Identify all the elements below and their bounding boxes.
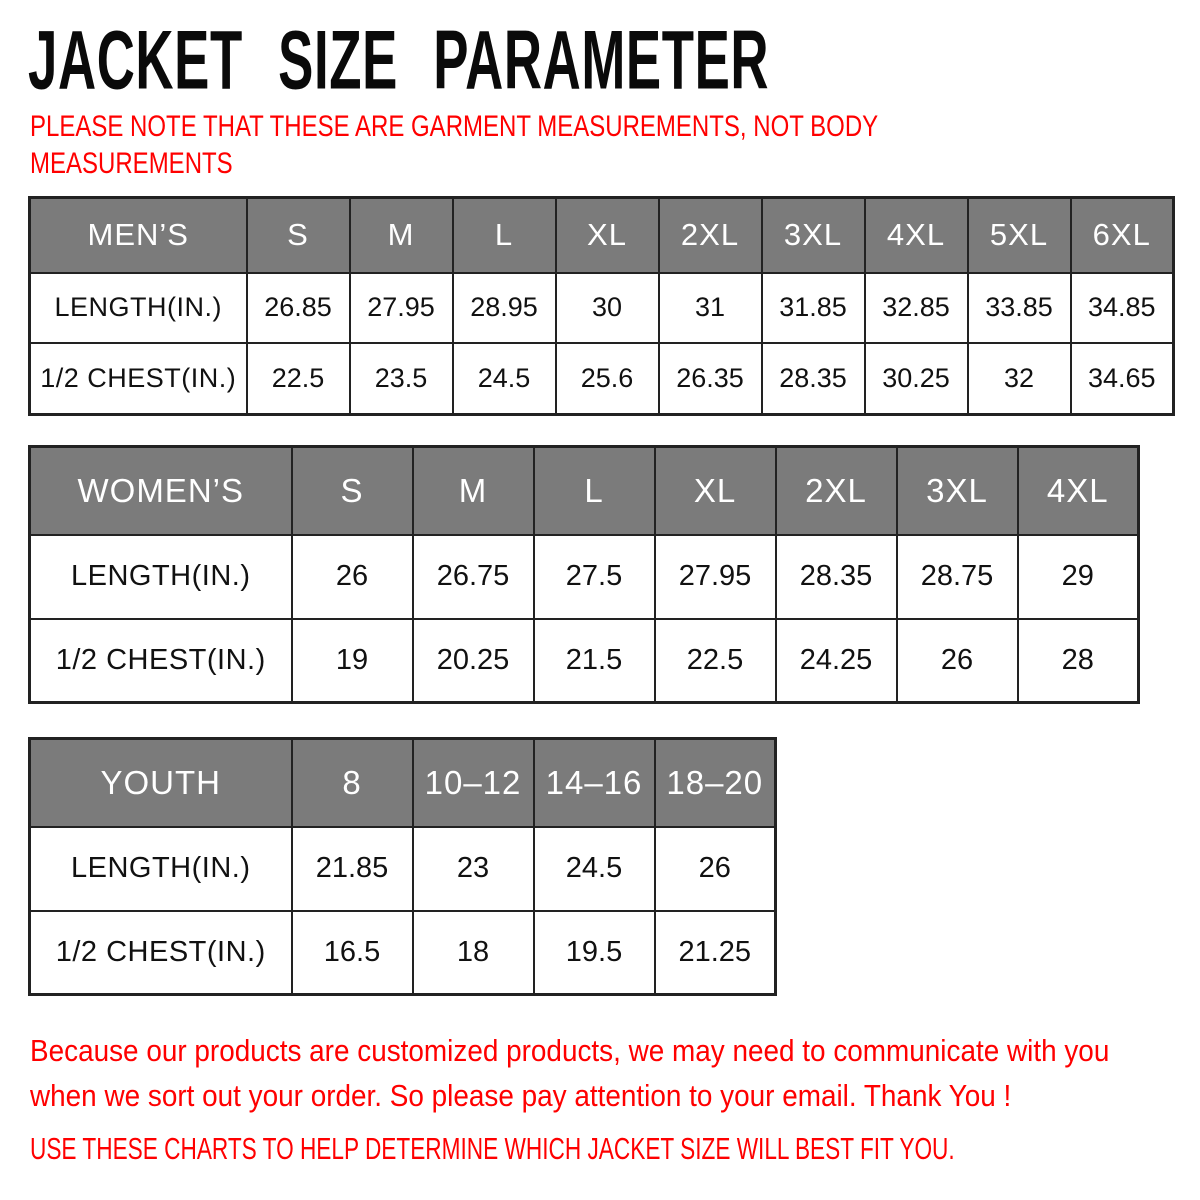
mens-half-chest-row: 1/2 CHEST(IN.) 22.5 23.5 24.5 25.6 26.35… <box>28 341 1175 416</box>
mens-chest-value: 30.25 <box>863 341 969 416</box>
mens-size-header: M <box>348 196 454 274</box>
mens-length-value: 30 <box>554 271 660 344</box>
mens-length-value: 26.85 <box>245 271 351 344</box>
mens-chest-value: 24.5 <box>451 341 557 416</box>
womens-length-value: 28.75 <box>895 533 1019 620</box>
womens-chest-value: 22.5 <box>653 617 777 704</box>
youth-length-value: 26 <box>653 825 777 912</box>
half-chest-row-label: 1/2 CHEST(IN.) <box>28 909 293 996</box>
mens-length-row: LENGTH(IN.) 26.85 27.95 28.95 30 31 31.8… <box>28 271 1175 344</box>
mens-chest-value: 32 <box>966 341 1072 416</box>
womens-size-header: S <box>290 445 414 536</box>
womens-header-row: WOMEN’S S M L XL 2XL 3XL 4XL <box>28 445 1140 536</box>
womens-size-header: XL <box>653 445 777 536</box>
mens-size-header: 3XL <box>760 196 866 274</box>
customization-notice: Because our products are customized prod… <box>30 1028 1109 1118</box>
womens-size-header: M <box>411 445 535 536</box>
mens-length-value: 31.85 <box>760 271 866 344</box>
womens-chest-value: 19 <box>290 617 414 704</box>
mens-size-header: XL <box>554 196 660 274</box>
mens-chest-value: 34.65 <box>1069 341 1175 416</box>
womens-size-header: 3XL <box>895 445 1019 536</box>
mens-chest-value: 28.35 <box>760 341 866 416</box>
mens-length-value: 32.85 <box>863 271 969 344</box>
youth-size-header: 14–16 <box>532 737 656 828</box>
womens-chest-value: 20.25 <box>411 617 535 704</box>
mens-size-header: 6XL <box>1069 196 1175 274</box>
mens-size-header: S <box>245 196 351 274</box>
mens-size-header: L <box>451 196 557 274</box>
womens-length-value: 29 <box>1016 533 1140 620</box>
mens-chest-value: 22.5 <box>245 341 351 416</box>
youth-chest-value: 21.25 <box>653 909 777 996</box>
chart-usage-instruction: USE THESE CHARTS TO HELP DETERMINE WHICH… <box>30 1131 955 1166</box>
womens-length-value: 26.75 <box>411 533 535 620</box>
mens-size-header: 4XL <box>863 196 969 274</box>
page-title: JACKET SIZE PARAMETER <box>28 12 770 107</box>
youth-chest-value: 18 <box>411 909 535 996</box>
youth-half-chest-row: 1/2 CHEST(IN.) 16.5 18 19.5 21.25 <box>28 909 777 996</box>
youth-length-value: 24.5 <box>532 825 656 912</box>
half-chest-row-label: 1/2 CHEST(IN.) <box>28 341 248 416</box>
note-line-2: MEASUREMENTS <box>30 147 233 180</box>
mens-table-title: MEN’S <box>28 196 248 274</box>
mens-size-header: 2XL <box>657 196 763 274</box>
mens-length-value: 33.85 <box>966 271 1072 344</box>
womens-length-value: 26 <box>290 533 414 620</box>
customization-notice-line-2: when we sort out your order. So please p… <box>30 1078 1012 1113</box>
mens-length-value: 34.85 <box>1069 271 1175 344</box>
mens-size-table: MEN’S S M L XL 2XL 3XL 4XL 5XL 6XL LENGT… <box>28 196 1175 416</box>
half-chest-row-label: 1/2 CHEST(IN.) <box>28 617 293 704</box>
womens-chest-value: 24.25 <box>774 617 898 704</box>
womens-size-header: 4XL <box>1016 445 1140 536</box>
womens-size-header: 2XL <box>774 445 898 536</box>
mens-length-value: 31 <box>657 271 763 344</box>
youth-size-header: 18–20 <box>653 737 777 828</box>
customization-notice-line-1: Because our products are customized prod… <box>30 1033 1110 1068</box>
youth-length-value: 21.85 <box>290 825 414 912</box>
mens-length-value: 27.95 <box>348 271 454 344</box>
youth-size-table: YOUTH 8 10–12 14–16 18–20 LENGTH(IN.) 21… <box>28 737 777 996</box>
mens-chest-value: 25.6 <box>554 341 660 416</box>
mens-header-row: MEN’S S M L XL 2XL 3XL 4XL 5XL 6XL <box>28 196 1175 274</box>
womens-size-table: WOMEN’S S M L XL 2XL 3XL 4XL LENGTH(IN.)… <box>28 445 1140 704</box>
length-row-label: LENGTH(IN.) <box>28 533 293 620</box>
womens-chest-value: 28 <box>1016 617 1140 704</box>
note-line-1: PLEASE NOTE THAT THESE ARE GARMENT MEASU… <box>30 110 879 143</box>
womens-length-value: 27.5 <box>532 533 656 620</box>
womens-length-value: 27.95 <box>653 533 777 620</box>
mens-chest-value: 26.35 <box>657 341 763 416</box>
length-row-label: LENGTH(IN.) <box>28 271 248 344</box>
youth-size-header: 10–12 <box>411 737 535 828</box>
womens-table-title: WOMEN’S <box>28 445 293 536</box>
youth-length-row: LENGTH(IN.) 21.85 23 24.5 26 <box>28 825 777 912</box>
youth-chest-value: 16.5 <box>290 909 414 996</box>
youth-length-value: 23 <box>411 825 535 912</box>
womens-half-chest-row: 1/2 CHEST(IN.) 19 20.25 21.5 22.5 24.25 … <box>28 617 1140 704</box>
womens-chest-value: 21.5 <box>532 617 656 704</box>
womens-length-value: 28.35 <box>774 533 898 620</box>
mens-chest-value: 23.5 <box>348 341 454 416</box>
youth-chest-value: 19.5 <box>532 909 656 996</box>
youth-header-row: YOUTH 8 10–12 14–16 18–20 <box>28 737 777 828</box>
garment-measurement-note: PLEASE NOTE THAT THESE ARE GARMENT MEASU… <box>30 108 878 182</box>
length-row-label: LENGTH(IN.) <box>28 825 293 912</box>
womens-chest-value: 26 <box>895 617 1019 704</box>
mens-length-value: 28.95 <box>451 271 557 344</box>
youth-size-header: 8 <box>290 737 414 828</box>
mens-size-header: 5XL <box>966 196 1072 274</box>
youth-table-title: YOUTH <box>28 737 293 828</box>
womens-size-header: L <box>532 445 656 536</box>
womens-length-row: LENGTH(IN.) 26 26.75 27.5 27.95 28.35 28… <box>28 533 1140 620</box>
